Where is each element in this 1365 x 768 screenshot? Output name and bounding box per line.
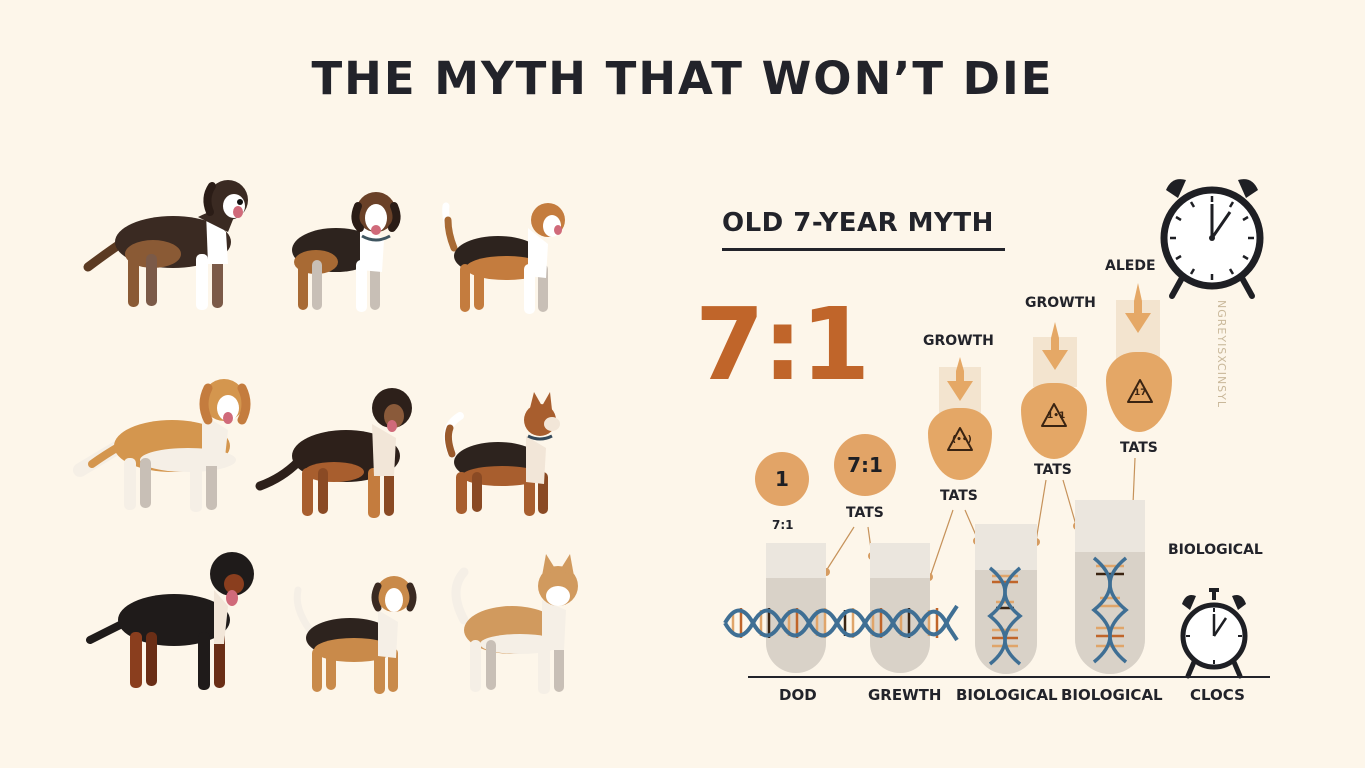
circle-1-caption: 7:1 (772, 518, 794, 532)
bottom-label-5: CLOCS (1190, 686, 1245, 704)
dna-helix-icon (1091, 556, 1129, 664)
circle-2-caption: TATS (846, 505, 884, 521)
flask-1-badge: (••) (952, 435, 972, 445)
timeline-baseline (748, 676, 1270, 678)
alarm-clock-icon (1160, 179, 1264, 299)
big-ratio: 7:1 (695, 286, 870, 403)
dog-illustration (292, 192, 401, 312)
flask-1-top-label: GROWTH (923, 333, 994, 349)
flask-2-body (1021, 383, 1087, 459)
flask-2-top-label: GROWTH (1025, 295, 1096, 311)
flask-3-badge: 17 (1134, 388, 1147, 398)
bottom-label-3: BIOLOGICAL (956, 686, 1058, 704)
triangle-badge-icon (1127, 379, 1153, 403)
circle-badge-2: 7:1 (834, 434, 896, 496)
dog-illustration (83, 180, 248, 310)
dna-helix-icon (987, 566, 1023, 666)
arrow-down-icon (1042, 322, 1068, 370)
arrow-down-icon (947, 357, 973, 401)
dog-illustration (442, 202, 565, 314)
flask-3-body (1106, 352, 1172, 432)
side-label-biological: BIOLOGICAL (1168, 542, 1263, 558)
flask-2-caption: TATS (1034, 462, 1072, 478)
myth-heading: OLD 7-YEAR MYTH (722, 208, 994, 238)
triangle-badge-icon (1041, 403, 1067, 427)
dog-illustration (255, 388, 412, 518)
flask-3-top-label: ALEDE (1105, 258, 1156, 274)
bottom-label-4: BIOLOGICAL (1061, 686, 1163, 704)
flask-3-caption: TATS (1120, 440, 1158, 456)
bottom-label-1: DOD (779, 686, 817, 704)
dog-illustration (293, 576, 417, 694)
flask-2-badge: 1•1 (1047, 411, 1066, 421)
flask-1-caption: TATS (940, 488, 978, 504)
dog-illustration (451, 554, 578, 694)
test-tube-icon (870, 543, 930, 673)
vertical-faded-text: NGREYISXCINSYL (1215, 300, 1228, 409)
heading-underline (722, 248, 1005, 251)
dog-illustration (73, 379, 251, 512)
dna-helix-icon (723, 604, 959, 642)
page-title: THE MYTH THAT WON’T DIE (311, 52, 1054, 105)
alarm-clock-icon (1180, 588, 1248, 679)
dog-illustration (443, 392, 560, 516)
triangle-badge-icon (947, 427, 973, 451)
flask-1-body (928, 408, 992, 480)
arrow-down-icon (1125, 283, 1151, 333)
dog-illustration (86, 552, 254, 690)
bottom-label-2: GREWTH (868, 686, 942, 704)
circle-badge-1: 1 (755, 452, 809, 506)
